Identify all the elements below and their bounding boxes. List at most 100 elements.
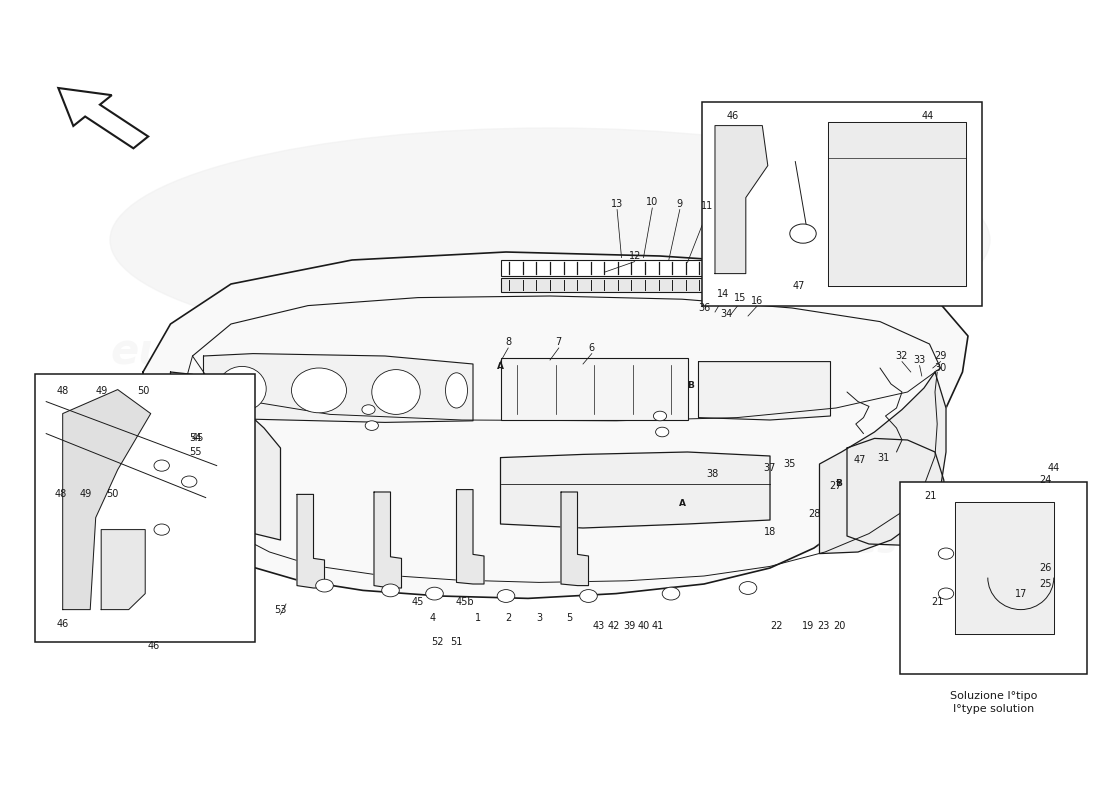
Ellipse shape xyxy=(110,128,990,352)
Text: eurospares: eurospares xyxy=(110,331,374,373)
Text: 9: 9 xyxy=(676,199,683,209)
Text: 48: 48 xyxy=(54,490,67,499)
Polygon shape xyxy=(500,452,770,528)
Text: 19: 19 xyxy=(802,621,815,630)
Text: 15: 15 xyxy=(734,293,747,302)
Polygon shape xyxy=(374,492,401,588)
Text: B: B xyxy=(688,381,694,390)
Circle shape xyxy=(790,224,816,243)
Polygon shape xyxy=(828,122,966,286)
Circle shape xyxy=(154,460,169,471)
Text: 44: 44 xyxy=(921,111,934,121)
Text: 36: 36 xyxy=(697,303,711,313)
Polygon shape xyxy=(101,530,145,610)
Polygon shape xyxy=(456,490,484,584)
Text: 54: 54 xyxy=(189,434,202,443)
Text: 45: 45 xyxy=(191,433,205,442)
Text: 41: 41 xyxy=(651,621,664,630)
Text: 37: 37 xyxy=(763,463,777,473)
Text: A: A xyxy=(497,362,504,371)
Circle shape xyxy=(182,476,197,487)
Text: 50: 50 xyxy=(106,490,119,499)
Circle shape xyxy=(316,579,333,592)
Ellipse shape xyxy=(446,373,468,408)
Text: 53: 53 xyxy=(274,605,287,614)
Text: 30: 30 xyxy=(934,363,947,373)
Text: eurospares: eurospares xyxy=(686,527,898,561)
Text: eurospares: eurospares xyxy=(277,326,823,410)
Text: 46: 46 xyxy=(147,642,161,651)
Text: 18: 18 xyxy=(763,527,777,537)
Polygon shape xyxy=(204,354,473,422)
Text: 24: 24 xyxy=(1038,475,1052,485)
Text: 51: 51 xyxy=(450,637,463,646)
Text: 2: 2 xyxy=(505,613,512,622)
Circle shape xyxy=(662,587,680,600)
Text: 42: 42 xyxy=(607,621,620,630)
Text: 55: 55 xyxy=(189,447,202,457)
Ellipse shape xyxy=(292,368,346,413)
Text: 33: 33 xyxy=(913,355,926,365)
Text: 34: 34 xyxy=(719,309,733,318)
Text: 12: 12 xyxy=(628,251,641,261)
Text: 23: 23 xyxy=(817,621,830,630)
Text: 38: 38 xyxy=(706,469,719,478)
Text: 32: 32 xyxy=(895,351,909,361)
Text: 45: 45 xyxy=(411,597,425,606)
Text: 17: 17 xyxy=(1014,589,1027,598)
Polygon shape xyxy=(297,494,324,588)
Polygon shape xyxy=(698,362,830,420)
Text: 7: 7 xyxy=(556,338,562,347)
Text: B: B xyxy=(835,479,842,489)
Polygon shape xyxy=(170,372,280,540)
Circle shape xyxy=(382,584,399,597)
Text: 11: 11 xyxy=(701,202,714,211)
Text: 48: 48 xyxy=(56,386,69,396)
Text: 25: 25 xyxy=(1038,579,1052,589)
Text: 21: 21 xyxy=(931,597,944,606)
Text: 46: 46 xyxy=(726,111,739,121)
Ellipse shape xyxy=(218,366,266,411)
Bar xyxy=(500,358,688,420)
Circle shape xyxy=(938,588,954,599)
Text: 49: 49 xyxy=(95,386,108,396)
Text: 8: 8 xyxy=(505,338,512,347)
Text: 22: 22 xyxy=(770,621,783,630)
Text: 39: 39 xyxy=(623,621,636,630)
Text: Soluzione I°tipo
I°type solution: Soluzione I°tipo I°type solution xyxy=(949,691,1037,714)
Text: 3: 3 xyxy=(536,613,542,622)
Text: 10: 10 xyxy=(646,197,659,206)
Bar xyxy=(900,482,1087,674)
Text: 4: 4 xyxy=(429,613,436,622)
Text: 14: 14 xyxy=(716,290,729,299)
Polygon shape xyxy=(143,252,968,598)
Polygon shape xyxy=(820,372,946,554)
Circle shape xyxy=(426,587,443,600)
Circle shape xyxy=(362,405,375,414)
Text: 44: 44 xyxy=(1047,463,1060,473)
Text: 49: 49 xyxy=(79,490,92,499)
Text: 28: 28 xyxy=(807,509,821,518)
Text: 16: 16 xyxy=(750,296,763,306)
FancyArrow shape xyxy=(58,88,148,148)
Text: 6: 6 xyxy=(588,343,595,353)
Text: 45b: 45b xyxy=(456,597,474,606)
Text: 29: 29 xyxy=(934,351,947,361)
Text: eurospares: eurospares xyxy=(495,331,759,373)
Circle shape xyxy=(497,590,515,602)
Text: 20: 20 xyxy=(833,621,846,630)
Circle shape xyxy=(656,427,669,437)
Circle shape xyxy=(739,582,757,594)
Circle shape xyxy=(365,421,378,430)
Bar xyxy=(500,260,803,276)
Text: 26: 26 xyxy=(1038,563,1052,573)
Text: 35: 35 xyxy=(783,459,796,469)
Text: 52: 52 xyxy=(431,637,444,646)
Text: 13: 13 xyxy=(610,199,624,209)
Circle shape xyxy=(154,524,169,535)
Text: 1: 1 xyxy=(475,613,482,622)
Circle shape xyxy=(580,590,597,602)
Circle shape xyxy=(938,548,954,559)
Text: 21: 21 xyxy=(924,491,937,501)
Bar xyxy=(702,102,982,306)
